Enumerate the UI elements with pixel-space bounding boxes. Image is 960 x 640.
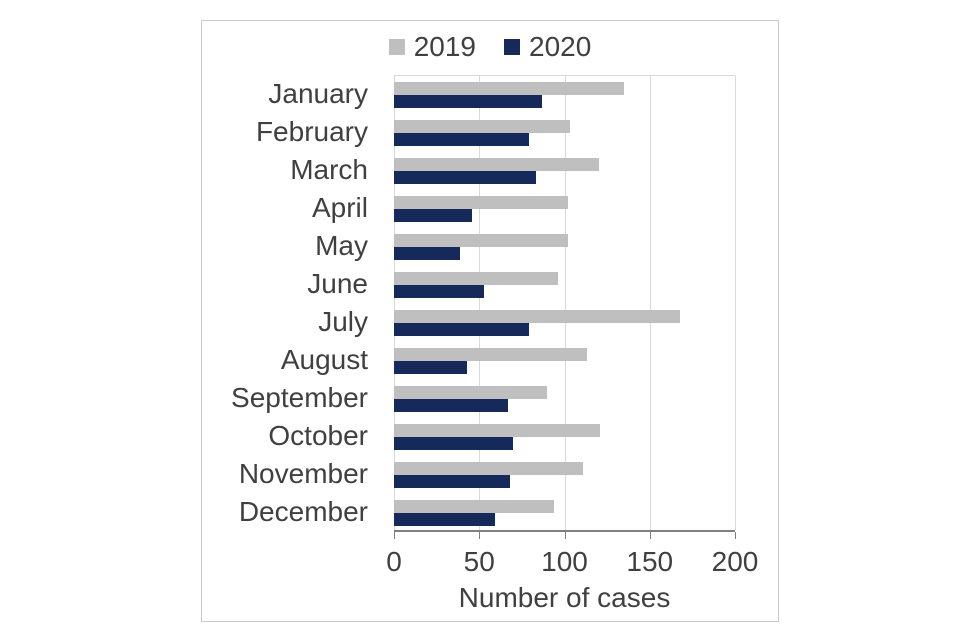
x-tick-200 [735,532,736,539]
bar-2019-may [394,234,568,247]
bar-2020-july [394,323,529,336]
bar-2020-march [394,171,536,184]
category-label-october: October [268,420,368,451]
category-row-august [394,342,735,380]
bar-2020-august [394,361,468,374]
bar-2019-october [394,424,601,437]
bar-2020-october [394,437,514,450]
bar-2019-july [394,310,681,323]
category-row-february [394,114,735,152]
category-row-january [394,76,735,114]
bar-2020-june [394,285,485,298]
bar-2019-march [394,158,599,171]
category-row-september [394,380,735,418]
category-label-august: August [280,344,368,375]
category-label-july: July [318,306,368,337]
bar-2019-december [394,500,555,513]
category-label-march: March [290,154,368,185]
category-row-november [394,456,735,494]
chart-frame: 2019 2020 January February March April May Ju… [201,20,779,622]
category-row-may [394,228,735,266]
gridline-150 [649,76,651,530]
category-row-april [394,190,735,228]
bar-2020-september [394,399,509,412]
bar-2020-february [394,133,529,146]
category-label-may: May [315,230,368,261]
category-row-december [394,494,735,532]
category-row-march [394,152,735,190]
x-tick-100 [564,532,566,539]
legend-label-2020: 2020 [529,31,592,62]
category-label-september: September [231,382,368,413]
category-row-june [394,266,735,304]
category-label-february: February [255,116,368,147]
bar-2020-january [394,95,543,108]
x-tick-50 [479,532,481,539]
bar-2019-august [394,348,587,361]
category-row-july [394,304,735,342]
bar-2020-december [394,513,495,526]
x-tick-label-150: 150 [626,546,674,577]
plot-area [394,75,736,532]
legend-item-2019: 2019 [388,31,476,62]
legend: 2019 2020 [202,33,778,61]
gridline-0 [394,76,395,530]
x-tick-label-50: 50 [463,546,495,577]
gridline-50 [479,76,481,530]
category-label-november: November [238,458,368,489]
bar-2019-june [394,272,558,285]
category-row-october [394,418,735,456]
gridline-100 [564,76,566,530]
category-label-april: April [311,192,368,223]
bar-2019-january [394,82,625,95]
bar-2019-april [394,196,568,209]
bar-2019-september [394,386,548,399]
legend-item-2020: 2020 [504,33,591,61]
x-tick-label-200: 200 [711,546,759,577]
bar-2020-april [394,209,473,222]
legend-swatch-2020 [504,39,520,55]
bar-2020-may [394,247,461,260]
category-label-january: January [268,78,368,109]
x-tick-label-100: 100 [541,546,588,577]
gridline-200 [735,76,736,530]
legend-label-2019: 2019 [413,31,476,62]
x-axis-title: Number of cases [458,582,671,613]
x-tick-label-0: 0 [386,546,402,577]
bar-2019-november [394,462,584,475]
category-label-december: December [238,496,368,527]
bar-2019-february [394,120,570,133]
x-tick-0 [394,532,395,539]
category-axis-labels: January February March April May June July Augu… [202,75,368,532]
category-label-june: June [307,268,368,299]
legend-swatch-2019 [388,39,405,55]
x-tick-150 [649,532,651,539]
bar-2020-november [394,475,510,488]
